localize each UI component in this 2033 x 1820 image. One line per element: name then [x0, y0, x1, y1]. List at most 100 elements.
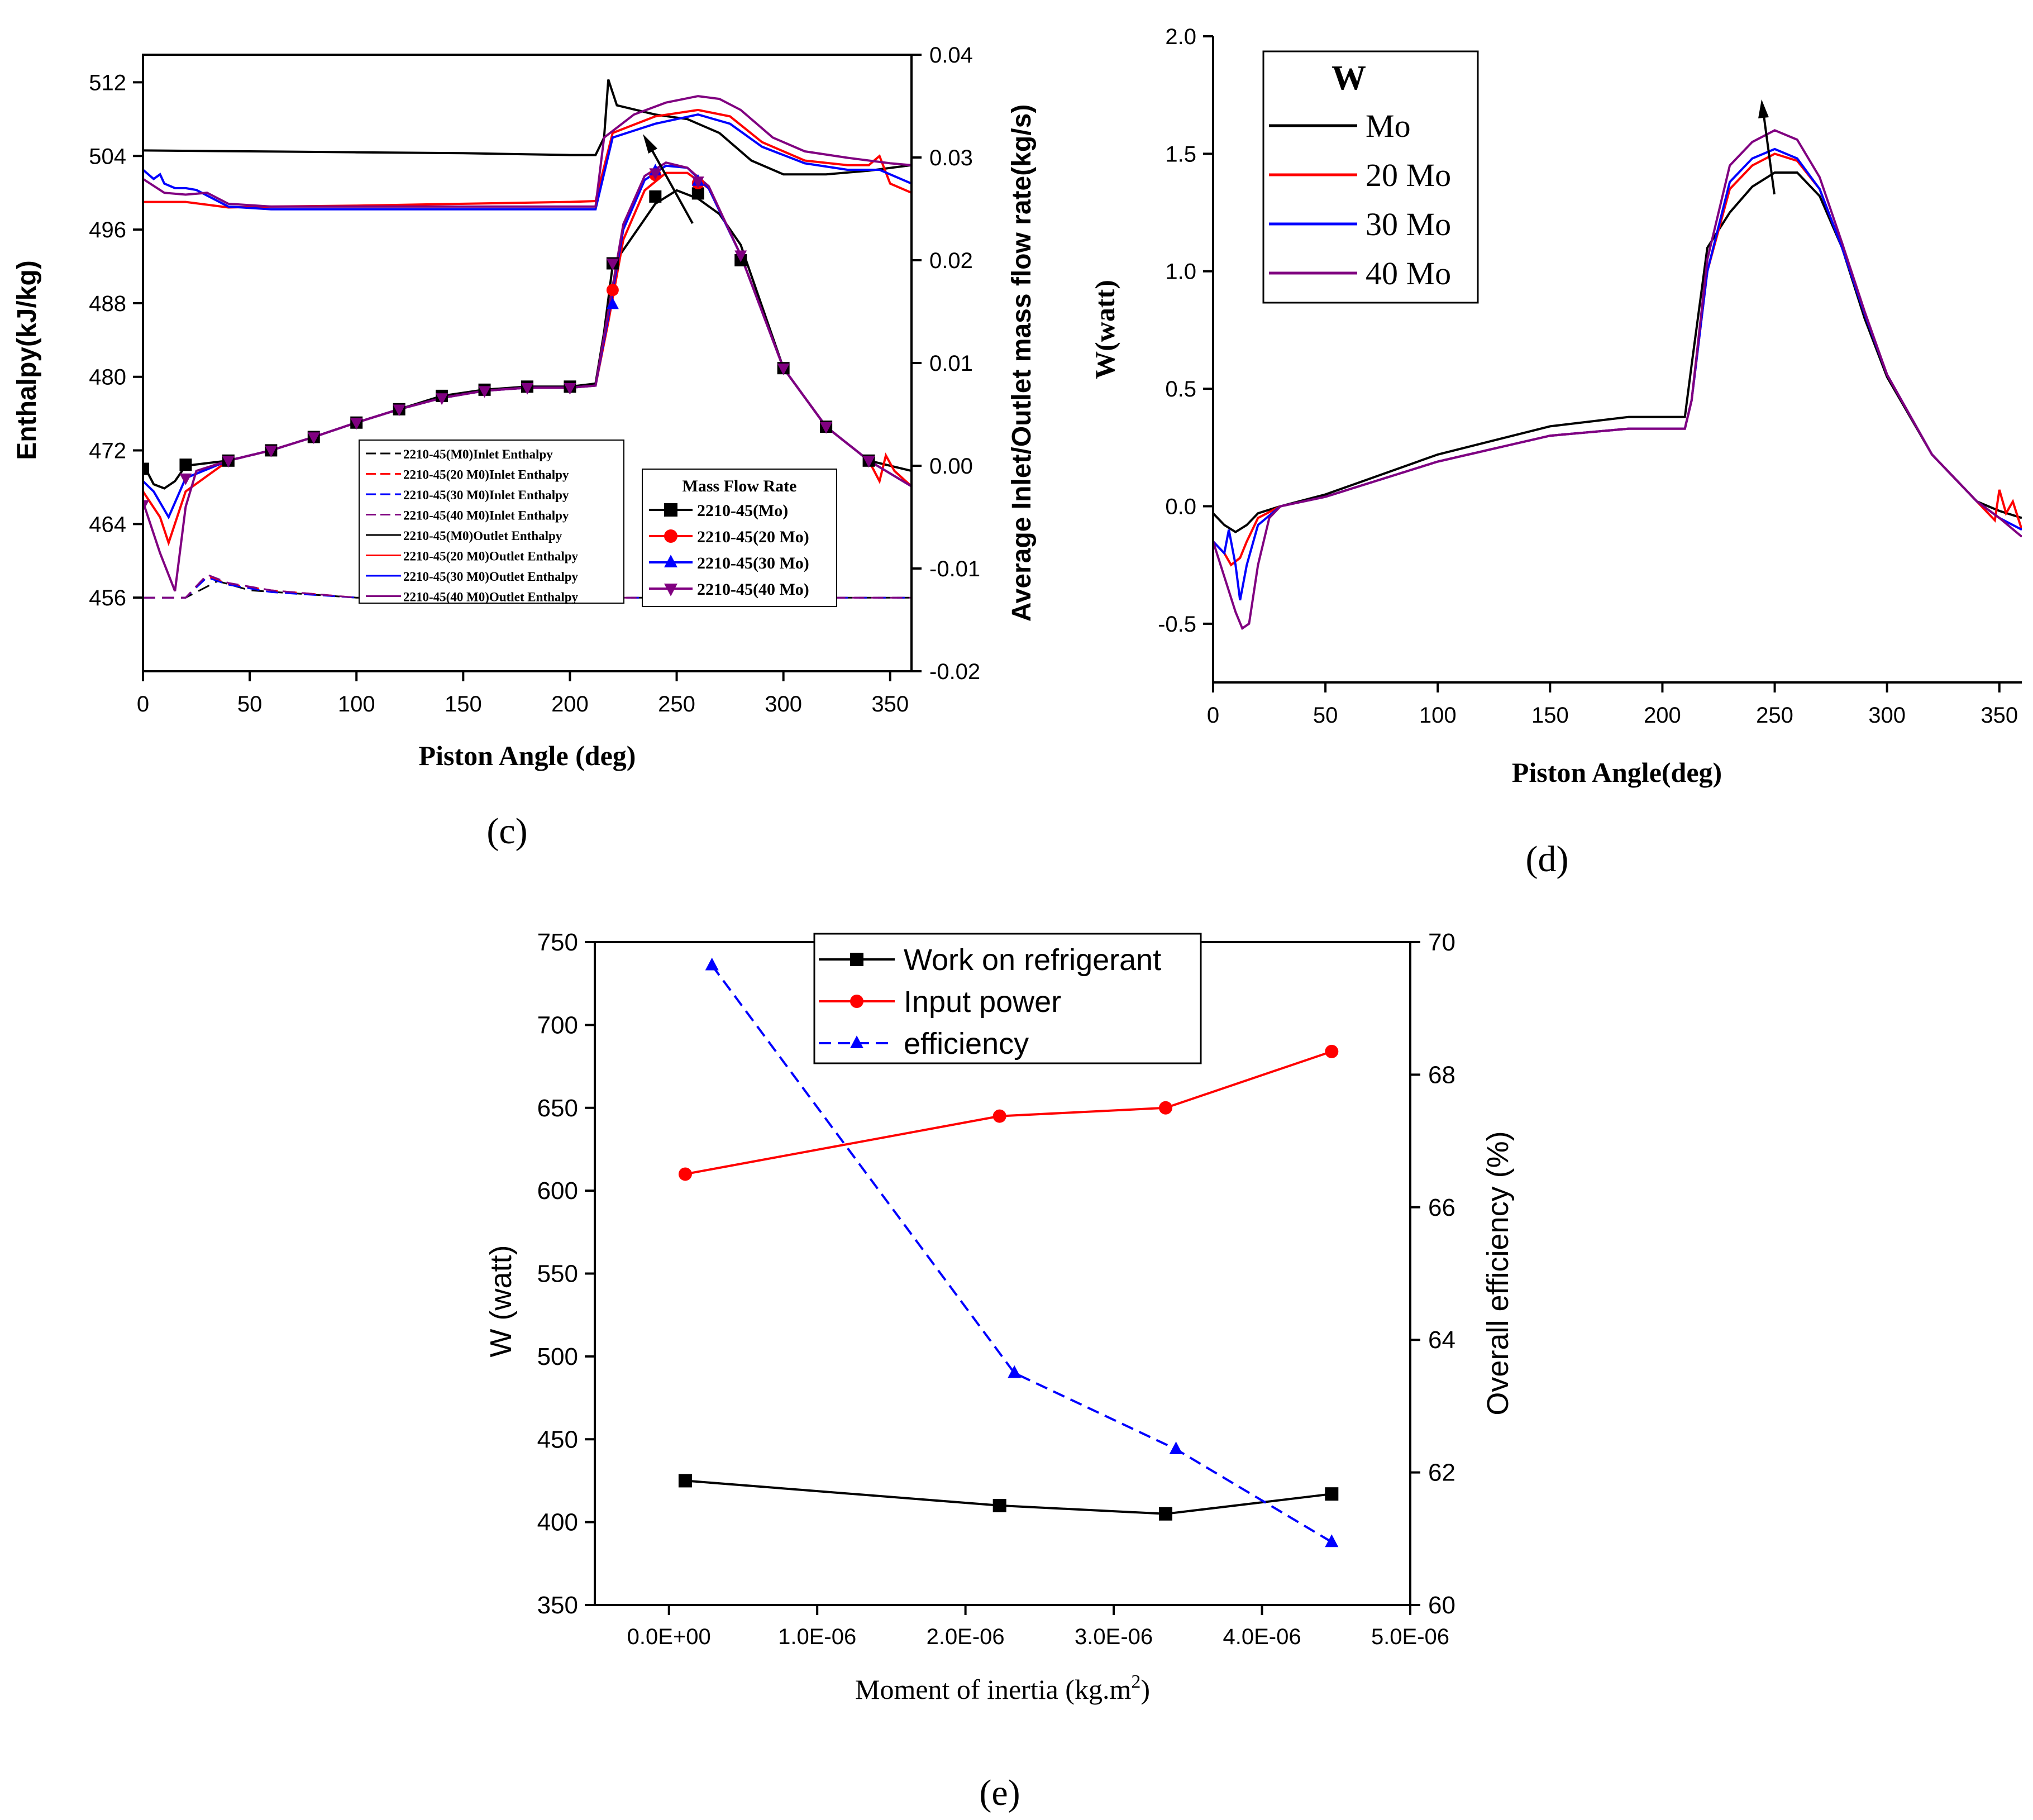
chart-c-y2-ticks: -0.02 -0.01 0.00 0.01 0.02 0.03 0.04: [911, 43, 980, 684]
y2-tick-label: 66: [1428, 1194, 1455, 1221]
mass-flow-marker: [521, 383, 533, 395]
chart-d-axes: 0 50 100 150 200 250 300 350 -0.5 0.0 0.5 1.0 1.5 2.…: [1158, 25, 2022, 728]
mass-flow-line-4: [143, 161, 911, 592]
chart-c-mass-flow-legend: Mass Flow Rate 2210-45(Mo) 2210-45(20 Mo)…: [642, 469, 837, 607]
e-marker: [1325, 1487, 1339, 1501]
e-legend-marker: [850, 995, 863, 1008]
x-tick-label: 50: [237, 692, 263, 716]
y-tick-label: 700: [537, 1011, 578, 1039]
outlet-enthalpy-line-1: [143, 79, 911, 176]
y2-tick-label: 0.01: [929, 351, 973, 376]
e-marker: [1159, 1101, 1172, 1115]
chart-e-y-axis-title: W (watt): [484, 1245, 518, 1358]
x-tick-label: 250: [1756, 703, 1793, 728]
mass-flow-marker: [478, 386, 491, 398]
mass-flow-marker: [350, 418, 363, 430]
x-tick-label: 0: [1207, 703, 1219, 728]
y-tick-label: 504: [89, 144, 126, 169]
y2-tick-label: 0.03: [929, 146, 973, 170]
panel-label-c: (c): [486, 811, 527, 852]
y2-tick-label: 60: [1428, 1592, 1455, 1619]
chart-d-x-axis-title: Piston Angle(deg): [1512, 757, 1722, 788]
chart-d-legend: W Mo 20 Mo 30 Mo 40 Mo: [1262, 50, 1479, 304]
enthalpy-legend-label: 2210-45(40 M0)Inlet Enthalpy: [403, 509, 569, 523]
chart-d-legend-title: W: [1332, 59, 1366, 97]
y-tick-label: 0.0: [1165, 494, 1196, 519]
mass-flow-marker: [564, 383, 576, 395]
x-tick-label: 200: [551, 692, 589, 716]
y-tick-label: 350: [537, 1592, 578, 1619]
mass-flow-legend-marker: [664, 584, 677, 596]
mass-flow-legend-marker: [664, 529, 677, 543]
x-tick-label: 50: [1313, 703, 1338, 728]
e-marker: [1325, 1534, 1339, 1547]
enthalpy-legend-label: 2210-45(20 M0)Inlet Enthalpy: [403, 468, 569, 482]
y-tick-label: 450: [537, 1426, 578, 1453]
mass-flow-marker: [393, 404, 405, 417]
mass-flow-marker: [734, 250, 747, 262]
y-tick-label: 496: [89, 218, 126, 242]
chart-e-y2-ticks: 60 62 64 66 68 70: [1410, 929, 1455, 1619]
y2-tick-label: 62: [1428, 1459, 1455, 1487]
e-marker: [705, 957, 719, 971]
mass-flow-legend-label: 2210-45(40 Mo): [697, 580, 809, 599]
panel-label-e: (e): [979, 1773, 1020, 1813]
chart-c-x-axis-title: Piston Angle (deg): [419, 740, 636, 771]
chart-d-trend-arrow-head: [1758, 99, 1769, 118]
mass-flow-marker: [606, 284, 619, 297]
enthalpy-legend-label: 2210-45(M0)Outlet Enthalpy: [403, 529, 562, 543]
enthalpy-legend-label: 2210-45(40 M0)Outlet Enthalpy: [403, 590, 579, 604]
y-tick-label: 1.0: [1165, 260, 1196, 284]
mass-flow-marker: [606, 259, 619, 271]
chart-d-x-ticks: 0 50 100 150 200 250 300 350: [1207, 682, 2018, 728]
mass-flow-marker: [606, 297, 619, 309]
w-legend-label: 40 Mo: [1366, 255, 1451, 292]
y-tick-label: 480: [89, 365, 126, 390]
y2-tick-label: 70: [1428, 929, 1455, 956]
y2-tick-label: -0.02: [929, 660, 980, 684]
x-tick-label: 3.0E-06: [1075, 1625, 1153, 1649]
panel-label-d: (d): [1526, 839, 1569, 880]
y-tick-label: 488: [89, 292, 126, 316]
w-legend-label: 30 Mo: [1366, 206, 1451, 242]
e-marker: [678, 1167, 692, 1181]
mass-flow-marker: [436, 393, 448, 405]
chart-c-trend-arrow-head: [643, 134, 657, 154]
y-tick-label: 456: [89, 586, 126, 610]
chart-d: 0 50 100 150 200 250 300 350 -0.5 0.0 0.5 1.0 1.5 2.…: [1089, 25, 2022, 880]
chart-e-legend: Work on refrigerant Input power efficiency: [813, 933, 1202, 1064]
e-line-1: [685, 1479, 1332, 1515]
w-legend-label: Mo: [1366, 108, 1411, 144]
chart-c-mass-flow-legend-title: Mass Flow Rate: [683, 477, 797, 495]
mass-flow-marker: [179, 473, 192, 485]
chart-d-plot-area: [1213, 99, 2022, 630]
x-tick-label: 150: [1531, 703, 1569, 728]
y-tick-label: 464: [89, 512, 126, 537]
mass-flow-marker: [307, 432, 320, 445]
e-marker: [678, 1474, 692, 1488]
e-marker: [992, 1498, 1006, 1512]
y-tick-label: 750: [537, 929, 578, 956]
e-legend-marker: [850, 1035, 863, 1048]
mass-flow-legend-marker: [664, 555, 677, 567]
y2-tick-label: 0.02: [929, 249, 973, 273]
chart-c: 0 50 100 150 200 250 300 350 456 464 472 480 488 496…: [12, 43, 1037, 852]
y-tick-label: 472: [89, 439, 126, 464]
mass-flow-legend-label: 2210-45(30 Mo): [697, 554, 809, 572]
chart-c-enthalpy-legend: 2210-45(M0)Inlet Enthalpy 2210-45(20 M0)I…: [359, 440, 624, 604]
mass-flow-marker: [691, 187, 704, 200]
e-marker: [1008, 1365, 1022, 1378]
chart-c-outlet-series: [143, 79, 911, 211]
x-tick-label: 0.0E+00: [627, 1625, 711, 1649]
mass-flow-marker: [179, 458, 192, 471]
e-line-3: [711, 964, 1333, 1543]
outlet-enthalpy-line-3: [143, 113, 911, 211]
mass-flow-legend-marker: [664, 503, 677, 517]
mass-flow-marker: [265, 446, 278, 458]
mass-flow-marker: [862, 456, 875, 468]
chart-e-x-ticks: 0.0E+00 1.0E-06 2.0E-06 3.0E-06 4.0E-06 5.0E-…: [627, 1605, 1449, 1649]
e-marker: [1169, 1441, 1183, 1455]
e-legend-label: Input power: [904, 985, 1061, 1019]
enthalpy-legend-label: 2210-45(M0)Inlet Enthalpy: [403, 447, 553, 461]
y-tick-label: 500: [537, 1343, 578, 1370]
